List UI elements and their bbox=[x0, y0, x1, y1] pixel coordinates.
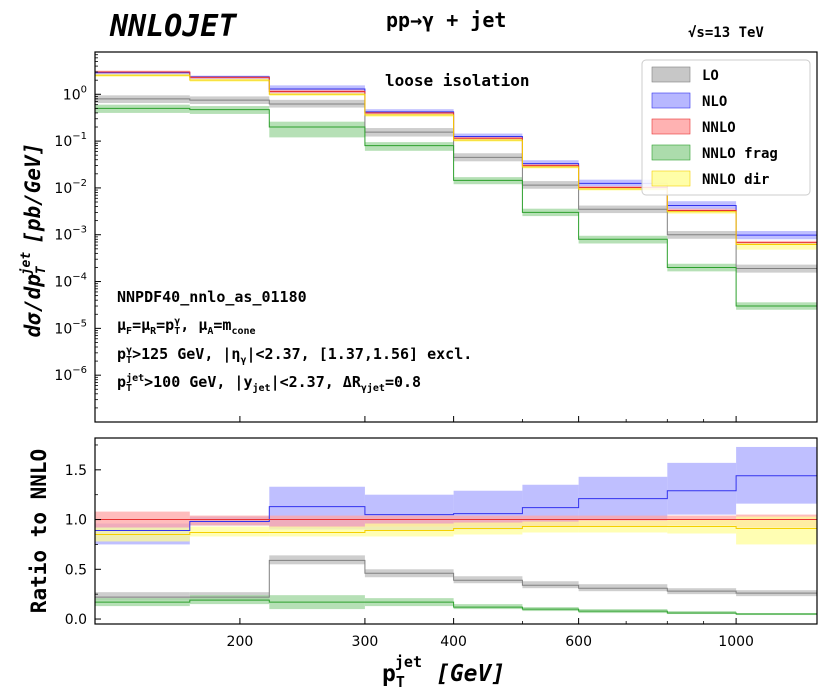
main-panel: 100 10−1 10−2 10−3 10−4 10−5 10−6 loose isolat… bbox=[19, 51, 818, 423]
ratio-panel: 0.0 0.5 1.0 1.5 200 300 400 600 1000 Ratio to N… bbox=[27, 437, 818, 691]
main-nnlo-frag-band-bin-2 bbox=[269, 121, 365, 138]
main-lo-line bbox=[95, 98, 817, 269]
ratio-nnlo-dir-band-bin-2 bbox=[269, 526, 365, 537]
ratio-nlo-band-bin-7 bbox=[667, 462, 737, 515]
ratio-nlo-line bbox=[95, 475, 817, 532]
energy-sqrt: √s bbox=[688, 25, 705, 41]
x-tick-label-0: 200 bbox=[227, 634, 254, 650]
isolation-annotation: loose isolation bbox=[385, 71, 530, 90]
legend-swatch-nnlo-frag bbox=[651, 144, 691, 161]
legend-label-nnlo-frag: NNLO frag bbox=[702, 146, 778, 162]
x-axis-label: pTjet [GeV] bbox=[382, 653, 505, 691]
main-y-tick-label-1: 10−1 bbox=[54, 131, 87, 150]
nnlojet-logo: NNLOJET bbox=[109, 9, 237, 44]
ratio-nnlo-dir-band-bin-8 bbox=[736, 516, 817, 545]
legend: LO NLO NNLO NNLO frag NNLO dir bbox=[641, 59, 811, 196]
main-y-tick-label-0: 100 bbox=[63, 84, 87, 103]
legend-swatch-nlo bbox=[651, 92, 691, 109]
ratio-y-tick-label-2: 1.0 bbox=[65, 513, 87, 529]
legend-label-nnlo: NNLO bbox=[702, 120, 736, 136]
scale-choice-label: μF=μR=pTγ, μA=mcone bbox=[117, 316, 256, 337]
energy-value: =13 TeV bbox=[705, 25, 765, 41]
ratio-frame bbox=[94, 437, 818, 625]
main-nnlo-dir-band-bin-8 bbox=[736, 242, 817, 250]
ratio-y-axis-label: Ratio to NNLO bbox=[27, 449, 51, 613]
main-nnlo-line bbox=[95, 71, 817, 244]
ratio-lo-band-bin-0 bbox=[95, 592, 190, 601]
ratio-y-axis: 0.0 0.5 1.0 1.5 bbox=[65, 444, 101, 628]
ratio-nnlo-dir-band-bin-1 bbox=[189, 526, 270, 537]
ratio-nnlo-frag-line bbox=[95, 599, 817, 615]
main-y-axis-label: dσ/dpTjet[pb/GeV] bbox=[19, 143, 49, 338]
main-y-tick-label-6: 10−6 bbox=[54, 365, 87, 384]
main-x-ticks bbox=[239, 416, 737, 422]
ratio-nnlo-band-bin-4 bbox=[453, 515, 523, 527]
ratio-nnlo-band-bin-3 bbox=[364, 515, 454, 527]
pdf-label: NNPDF40_nnlo_as_01180 bbox=[117, 288, 307, 306]
x-tick-label-1: 300 bbox=[352, 634, 379, 650]
ratio-y-tick-label-3: 1.5 bbox=[65, 463, 87, 479]
x-tick-label-4: 1000 bbox=[718, 634, 754, 650]
legend-swatch-nnlo bbox=[651, 118, 691, 135]
ratio-x-axis: 200 300 400 600 1000 bbox=[227, 618, 754, 650]
main-y-tick-label-5: 10−5 bbox=[54, 318, 87, 337]
ratio-y-tick-label-0: 0.0 bbox=[65, 612, 87, 628]
ratio-lines bbox=[95, 475, 817, 615]
legend-label-nnlo-dir: NNLO dir bbox=[702, 172, 769, 188]
main-nnlo-dir-line bbox=[95, 74, 817, 245]
jet-cuts-label: pTjet>100 GeV, |yjet|<2.37, ΔRγjet=0.8 bbox=[117, 372, 421, 394]
ratio-y-tick-label-1: 0.5 bbox=[65, 562, 87, 578]
photon-cuts-label: pTγ>125 GeV, |ηγ|<2.37, [1.37,1.56] excl… bbox=[117, 345, 472, 366]
ratio-nnlo-band-bin-2 bbox=[269, 515, 365, 528]
x-tick-label-2: 400 bbox=[440, 634, 467, 650]
energy-label: √s=13 TeV bbox=[688, 25, 764, 41]
ratio-nnlo-band-bin-5 bbox=[522, 515, 579, 527]
ratio-lo-line bbox=[95, 559, 817, 598]
main-y-axis: 100 10−1 10−2 10−3 10−4 10−5 10−6 bbox=[54, 54, 101, 409]
process-title: pp→γ + jet bbox=[386, 8, 506, 32]
ratio-nnlo-band-bin-1 bbox=[189, 515, 270, 526]
ratio-nnlo-dir-line bbox=[95, 526, 817, 535]
legend-label-lo: LO bbox=[702, 68, 719, 84]
legend-label-nlo: NLO bbox=[702, 94, 727, 110]
main-y-tick-label-3: 10−3 bbox=[54, 225, 87, 244]
legend-swatch-nnlo-dir bbox=[651, 170, 691, 187]
main-lines bbox=[95, 71, 817, 307]
ratio-bands bbox=[95, 446, 817, 616]
legend-swatch-lo bbox=[651, 66, 691, 83]
x-tick-label-3: 600 bbox=[565, 634, 592, 650]
main-y-tick-label-2: 10−2 bbox=[54, 178, 87, 197]
main-y-tick-label-4: 10−4 bbox=[54, 272, 87, 291]
main-nnlo-frag-band-bin-3 bbox=[364, 142, 454, 151]
info-block: NNPDF40_nnlo_as_01180 μF=μR=pTγ, μA=mcon… bbox=[117, 288, 472, 394]
main-nnlo-frag-line bbox=[95, 107, 817, 307]
